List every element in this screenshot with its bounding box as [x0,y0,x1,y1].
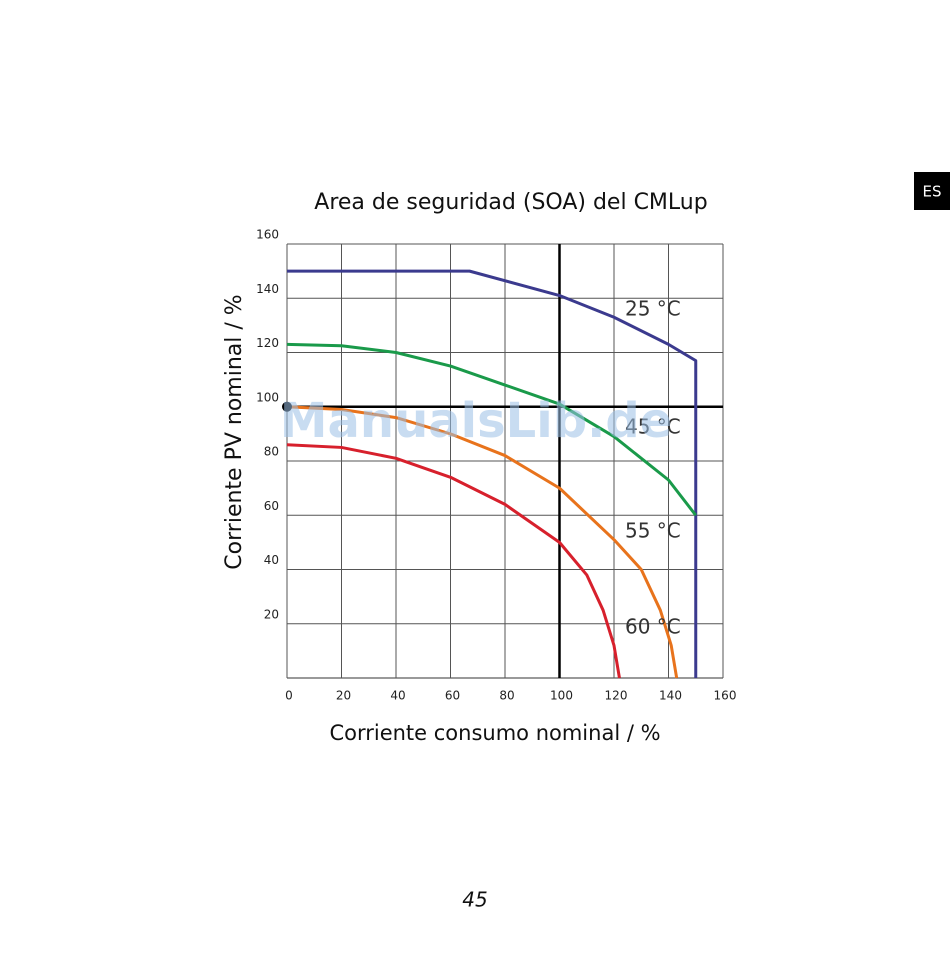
series-line [286,342,697,517]
x-tick-label: 160 [714,689,737,703]
x-tick-label: 120 [605,689,628,703]
y-tick-label: 140 [256,282,279,296]
y-tick-label: 60 [264,499,279,513]
page-number: 45 [462,888,487,912]
x-tick-label: 140 [659,689,682,703]
marker [282,401,292,412]
tab-bg [914,172,950,210]
y-tick-label: 100 [256,390,279,404]
x-tick-label: 80 [499,689,514,703]
series-label: 25 °C [625,297,681,321]
series-line [286,443,621,679]
series-label: 45 °C [625,415,681,439]
chart-title: Area de seguridad (SOA) del CMLup [314,190,707,215]
series-line [287,269,698,678]
x-tick-label: 60 [445,689,460,703]
y-tick-label: 40 [264,553,279,567]
x-axis-label: Corriente consumo nominal / % [329,721,660,745]
x-tick-label: 20 [336,689,351,703]
series-line [286,405,679,679]
y-axis-label: Corriente PV nominal / % [222,294,247,569]
y-tick-label: 80 [264,445,279,459]
x-tick-label: 100 [550,689,573,703]
x-tick-label: 0 [285,689,293,703]
series-label: 60 °C [625,615,681,639]
series-label: 55 °C [625,519,681,543]
y-tick-label: 20 [264,607,279,621]
x-tick-label: 40 [390,689,405,703]
y-tick-label: 120 [256,336,279,350]
tab: ES [923,183,942,201]
y-tick-label: 160 [256,228,279,242]
watermark: ManualsLib.de [280,393,672,449]
